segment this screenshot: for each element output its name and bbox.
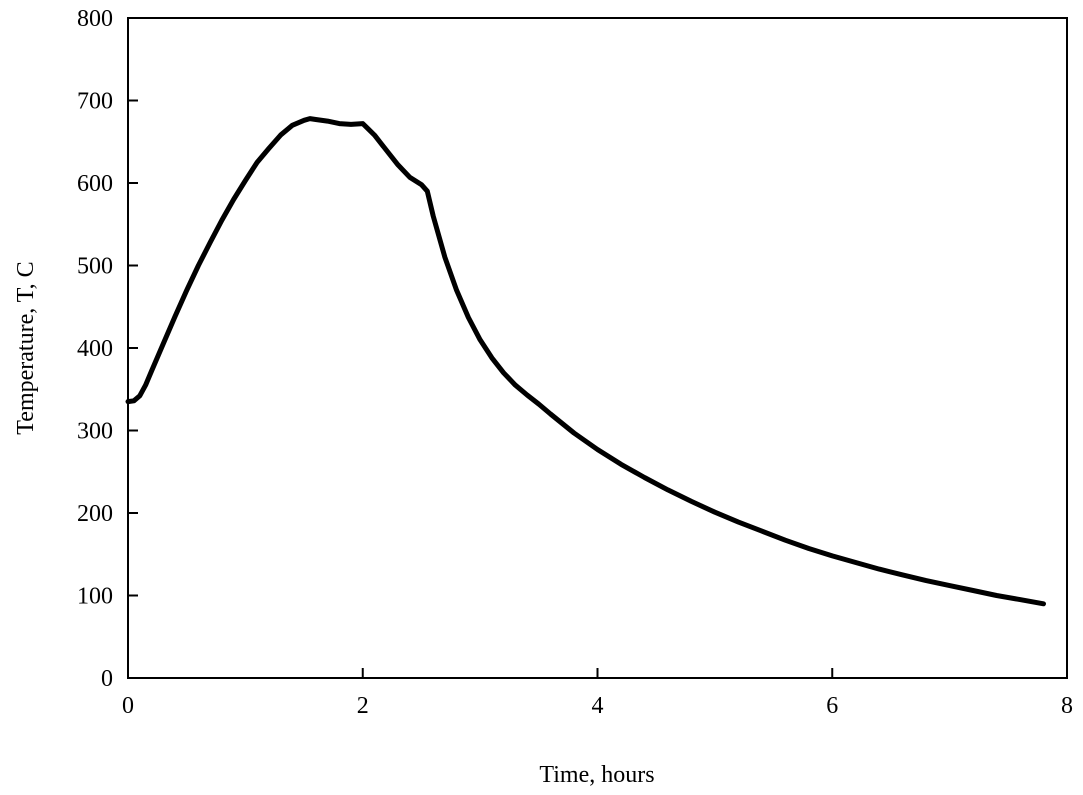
y-tick-label: 100 [77,584,113,610]
y-axis-title: Temperature, T, C [13,261,39,434]
y-tick-label: 800 [77,6,113,32]
y-tick-label: 400 [77,336,113,362]
y-tick-label: 200 [77,501,113,527]
y-axis-tick-labels: 0 100 200 300 400 500 600 700 800 [77,6,113,692]
x-axis-ticks [361,668,834,678]
y-tick-label: 300 [77,419,113,445]
y-tick-label: 600 [77,171,113,197]
y-tick-label: 0 [101,666,113,692]
x-axis-tick-labels: 0 2 4 6 8 [122,693,1073,719]
x-axis-title: Time, hours [539,762,654,788]
x-tick-label: 8 [1061,693,1073,719]
y-tick-label: 700 [77,89,113,115]
x-tick-label: 6 [826,693,838,719]
series-line-temperature [125,116,1046,607]
x-tick-label: 4 [592,693,604,719]
x-tick-label: 2 [357,693,369,719]
y-tick-label: 500 [77,254,113,280]
y-axis-ticks [128,99,138,597]
x-tick-label: 0 [122,693,134,719]
